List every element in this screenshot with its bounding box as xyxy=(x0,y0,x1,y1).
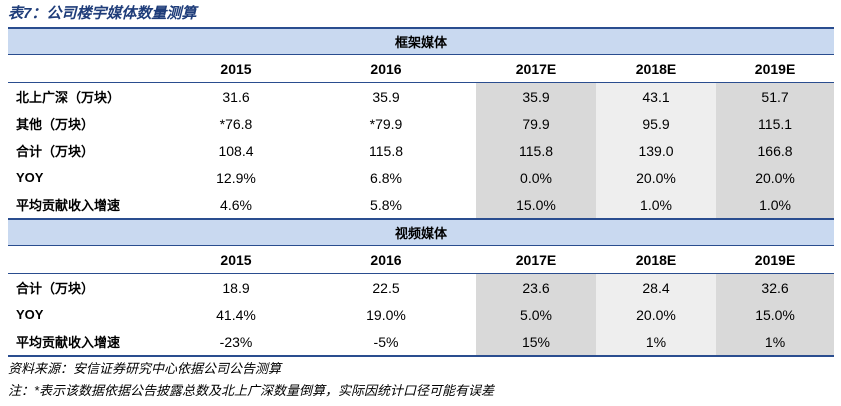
table-cell: 32.6 xyxy=(716,273,835,301)
year-header: 2018E xyxy=(596,245,716,274)
header-blank xyxy=(8,54,176,83)
title-divider xyxy=(8,27,834,29)
table-cell: 95.9 xyxy=(596,110,716,137)
table-cell: 31.6 xyxy=(222,88,250,105)
row-label: 其他（万块） xyxy=(16,117,95,132)
table-cell: 41.4% xyxy=(216,306,256,323)
table-cell: -5% xyxy=(296,328,476,357)
table-cell: 115.8 xyxy=(476,137,596,164)
row-label: 合计（万块） xyxy=(16,144,95,159)
table-row: YOY 12.9% 6.8% 0.0% 20.0% 20.0% xyxy=(8,164,835,191)
table-cell: 20.0% xyxy=(596,301,716,328)
table-cell: 22.5 xyxy=(372,279,400,296)
table-cell: -23% xyxy=(176,328,296,357)
row-label: YOY xyxy=(16,307,44,322)
table-cell: 20.0% xyxy=(716,164,835,191)
table-cell: 12.9% xyxy=(216,169,256,186)
year-header-row: 2015 2016 2017E 2018E 2019E xyxy=(8,54,835,83)
table-cell: 15.0% xyxy=(716,301,835,328)
table-cell: 20.0% xyxy=(596,164,716,191)
table-cell: 139.0 xyxy=(596,137,716,164)
section-title: 视频媒体 xyxy=(8,219,835,246)
row-label: 北上广深（万块） xyxy=(16,90,121,105)
table-cell: 5.8% xyxy=(296,191,476,220)
year-header: 2016 xyxy=(296,245,476,274)
table-cell: 19.0% xyxy=(366,306,406,323)
source-note: 资料来源：安信证券研究中心依据公司公告测算 xyxy=(8,361,282,376)
section-header-frame-media: 框架媒体 xyxy=(8,29,835,55)
table-cell: 4.6% xyxy=(176,191,296,220)
table-cell: 15% xyxy=(476,328,596,357)
year-header-row: 2015 2016 2017E 2018E 2019E xyxy=(8,245,835,274)
table-cell: 5.0% xyxy=(476,301,596,328)
footnote: 注：*表示该数据依据公告披露总数及北上广深数量倒算，实际因统计口径可能有误差 xyxy=(8,383,495,398)
table-cell: 35.9 xyxy=(372,88,400,105)
year-header: 2015 xyxy=(176,245,296,274)
table-cell: 18.9 xyxy=(222,279,250,296)
table-cell: 115.1 xyxy=(716,110,835,137)
table-cell: 0.0% xyxy=(476,164,596,191)
table-cell: 15.0% xyxy=(476,191,596,220)
table-cell: 51.7 xyxy=(716,82,835,110)
table-cell: 1% xyxy=(716,328,835,357)
table-row: 合计（万块） 18.9 22.5 23.6 28.4 32.6 xyxy=(8,273,835,301)
table-cell: 1.0% xyxy=(596,191,716,220)
table-cell: 28.4 xyxy=(596,273,716,301)
table-cell: *79.9 xyxy=(369,115,403,132)
media-estimate-table: 框架媒体 2015 2016 2017E 2018E 2019E 北上广深（万块… xyxy=(8,29,835,357)
table-cell: *76.8 xyxy=(219,115,253,132)
table-cell: 23.6 xyxy=(476,273,596,301)
table-cell: 108.4 xyxy=(218,142,254,159)
table-cell: 43.1 xyxy=(596,82,716,110)
section-title: 框架媒体 xyxy=(8,29,835,55)
header-blank xyxy=(8,245,176,274)
year-header: 2019E xyxy=(716,245,835,274)
table-cell: 35.9 xyxy=(476,82,596,110)
table-cell: 115.8 xyxy=(369,142,403,159)
table-row: YOY 41.4% 19.0% 5.0% 20.0% 15.0% xyxy=(8,301,835,328)
year-header: 2016 xyxy=(296,54,476,83)
table-cell: 166.8 xyxy=(716,137,835,164)
year-header: 2017E xyxy=(476,54,596,83)
table-row: 北上广深（万块） 31.6 35.9 35.9 43.1 51.7 xyxy=(8,82,835,110)
year-header: 2015 xyxy=(176,54,296,83)
table-cell: 6.8% xyxy=(370,169,402,186)
year-header: 2017E xyxy=(476,245,596,274)
table-cell: 79.9 xyxy=(476,110,596,137)
row-label: 合计（万块） xyxy=(16,281,95,296)
row-label: 平均贡献收入增速 xyxy=(8,191,176,220)
year-header: 2019E xyxy=(716,54,835,83)
table-cell: 1% xyxy=(596,328,716,357)
table-row: 平均贡献收入增速 4.6% 5.8% 15.0% 1.0% 1.0% xyxy=(8,191,835,220)
section-header-video-media: 视频媒体 xyxy=(8,219,835,246)
table-title: 表7：公司楼宇媒体数量测算 xyxy=(8,5,197,22)
table-cell: 1.0% xyxy=(716,191,835,220)
table-row: 平均贡献收入增速 -23% -5% 15% 1% 1% xyxy=(8,328,835,357)
table-row: 合计（万块） 108.4 115.8 115.8 139.0 166.8 xyxy=(8,137,835,164)
year-header: 2018E xyxy=(596,54,716,83)
row-label: 平均贡献收入增速 xyxy=(8,328,176,357)
table-row: 其他（万块） *76.8 *79.9 79.9 95.9 115.1 xyxy=(8,110,835,137)
row-label: YOY xyxy=(16,170,44,185)
